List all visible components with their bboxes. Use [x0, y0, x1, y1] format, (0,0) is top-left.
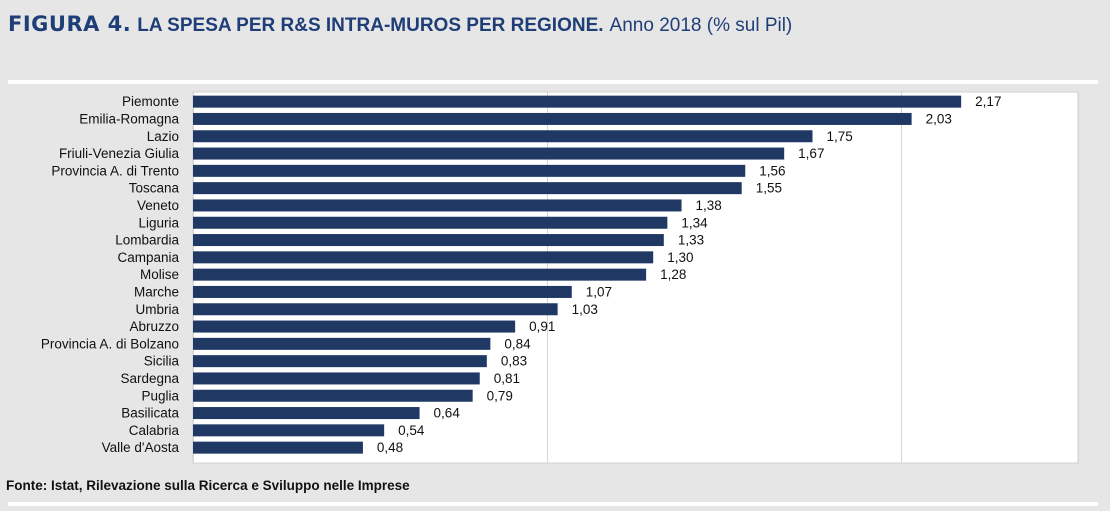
- bar: [193, 320, 516, 333]
- figure-title: FIGURA 4. LA SPESA PER R&S INTRA-MUROS PE…: [8, 12, 792, 44]
- value-label: 0,64: [434, 406, 461, 421]
- category-label: Calabria: [129, 423, 180, 438]
- category-label: Provincia A. di Trento: [51, 163, 179, 178]
- bar: [193, 424, 385, 437]
- chart-title: LA SPESA PER R&S INTRA-MUROS PER REGIONE…: [137, 15, 604, 36]
- category-label: Abruzzo: [129, 319, 179, 334]
- category-label: Lazio: [147, 129, 179, 144]
- value-label: 1,67: [798, 146, 824, 161]
- bar: [193, 407, 420, 420]
- bar: [193, 199, 682, 212]
- figure-label: FIGURA 4.: [8, 12, 132, 36]
- bar: [193, 337, 491, 350]
- category-label: Friuli-Venezia Giulia: [59, 146, 180, 161]
- bar: [193, 285, 572, 298]
- bar: [193, 147, 785, 160]
- value-label: 1,75: [827, 129, 853, 144]
- value-label: 1,03: [572, 302, 598, 317]
- bar: [193, 355, 487, 368]
- bar-chart: Piemonte 2,17 Emilia-Romagna 2,03 Lazio 1,75 F…: [41, 91, 1079, 464]
- value-label: 1,30: [667, 250, 693, 265]
- value-label: 0,81: [494, 371, 520, 386]
- value-label: 0,84: [504, 336, 531, 351]
- bar: [193, 164, 746, 177]
- value-label: 0,79: [487, 388, 513, 403]
- category-label: Molise: [140, 267, 179, 282]
- value-label: 1,07: [586, 284, 612, 299]
- value-label: 0,48: [377, 440, 403, 455]
- value-label: 1,56: [759, 163, 785, 178]
- bar: [193, 389, 473, 402]
- value-label: 1,34: [681, 215, 708, 230]
- bar: [193, 95, 962, 108]
- source-note: Fonte: Istat, Rilevazione sulla Ricerca …: [6, 478, 410, 493]
- value-label: 1,28: [660, 267, 686, 282]
- top-divider: [8, 80, 1098, 84]
- bottom-divider: [8, 502, 1098, 506]
- category-label: Marche: [134, 284, 179, 299]
- category-label: Emilia-Romagna: [79, 111, 179, 126]
- chart-subtitle: Anno 2018 (% sul Pil): [609, 15, 793, 36]
- category-label: Basilicata: [121, 406, 179, 421]
- category-label: Campania: [117, 250, 179, 265]
- value-label: 0,91: [529, 319, 555, 334]
- value-label: 0,54: [398, 423, 425, 438]
- value-label: 2,17: [975, 94, 1001, 109]
- category-label: Provincia A. di Bolzano: [41, 336, 179, 351]
- bar: [193, 268, 647, 281]
- value-label: 0,83: [501, 354, 527, 369]
- value-label: 1,55: [756, 181, 782, 196]
- bar: [193, 372, 480, 385]
- category-label: Toscana: [129, 181, 180, 196]
- bar: [193, 441, 363, 454]
- category-label: Veneto: [137, 198, 179, 213]
- category-label: Sardegna: [120, 371, 179, 386]
- category-label: Liguria: [138, 215, 179, 230]
- bar: [193, 251, 654, 264]
- category-label: Lombardia: [115, 233, 179, 248]
- bar: [193, 303, 558, 316]
- value-label: 1,38: [696, 198, 722, 213]
- category-label: Sicilia: [144, 354, 180, 369]
- value-label: 1,33: [678, 233, 704, 248]
- value-label: 2,03: [926, 111, 952, 126]
- bar: [193, 234, 664, 247]
- bar: [193, 130, 813, 143]
- category-label: Puglia: [141, 388, 179, 403]
- bar: [193, 216, 668, 229]
- category-label: Umbria: [135, 302, 179, 317]
- bar: [193, 182, 742, 195]
- bar: [193, 112, 912, 125]
- category-label: Piemonte: [122, 94, 179, 109]
- category-label: Valle d'Aosta: [102, 440, 180, 455]
